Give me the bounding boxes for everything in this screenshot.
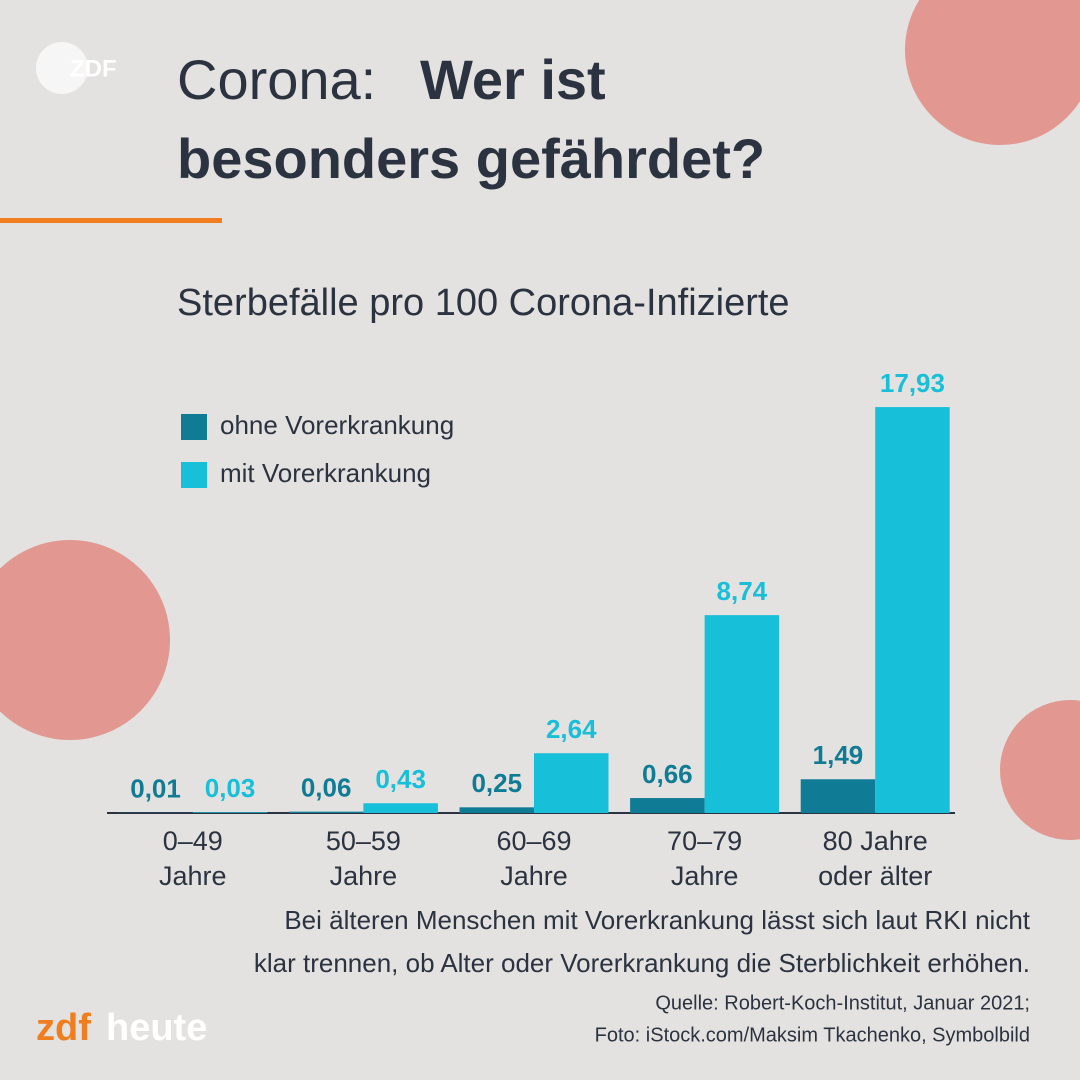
value-label: 0,25: [471, 768, 522, 798]
bar: [363, 803, 438, 813]
bar: [704, 615, 780, 813]
brand: zdf: [36, 1007, 91, 1049]
value-label: 0,01: [130, 774, 181, 804]
x-tick-label: 80 Jahre: [823, 826, 928, 856]
value-label: 0,03: [205, 773, 256, 803]
x-tick-label: 50–59: [326, 826, 401, 856]
legend-label: mit Vorerkrankung: [220, 458, 431, 488]
bar: [630, 798, 705, 813]
source: Quelle: Robert-Koch-Institut, Januar 202…: [655, 992, 1030, 1014]
logo-circle: [36, 42, 88, 94]
logo-top: ZDF: [70, 55, 117, 82]
legend-label: ohne Vorerkrankung: [220, 410, 454, 440]
source: Foto: iStock.com/Maksim Tkachenko, Symbo…: [595, 1024, 1030, 1046]
title-bold: besonders gefährdet?: [177, 127, 765, 190]
x-tick-label: oder älter: [818, 861, 932, 891]
bar: [800, 779, 876, 813]
title-bold: Wer ist: [420, 48, 606, 111]
x-tick-label: Jahre: [500, 861, 568, 891]
x-tick-label: Jahre: [159, 861, 227, 891]
subtitle: Sterbefälle pro 100 Corona-Infizierte: [177, 282, 790, 324]
value-label: 2,64: [546, 714, 597, 744]
bar: [192, 812, 268, 813]
bar: [459, 807, 534, 813]
virus-decoration: [0, 0, 1080, 840]
x-tick-label: Jahre: [330, 861, 398, 891]
bar: [875, 407, 950, 813]
value-label: 8,74: [717, 576, 768, 606]
x-tick-label: 70–79: [667, 826, 742, 856]
value-label: 0,43: [375, 764, 426, 794]
value-label: 0,66: [642, 759, 693, 789]
brand: heute: [106, 1007, 207, 1049]
value-label: 17,93: [880, 368, 945, 398]
x-tick-label: 0–49: [163, 826, 223, 856]
value-label: 0,06: [301, 773, 352, 803]
x-tick-label: Jahre: [671, 861, 739, 891]
title-light: Corona:: [177, 48, 376, 111]
legend-swatch: [181, 414, 207, 440]
bar: [288, 811, 364, 813]
value-label: 1,49: [813, 740, 864, 770]
x-tick-label: 60–69: [496, 826, 571, 856]
legend-swatch: [181, 462, 207, 488]
bar: [534, 753, 609, 813]
note: Bei älteren Menschen mit Vorerkrankung l…: [284, 905, 1030, 935]
accent-line: [0, 218, 222, 223]
note: klar trennen, ob Alter oder Vorerkrankun…: [254, 948, 1030, 978]
